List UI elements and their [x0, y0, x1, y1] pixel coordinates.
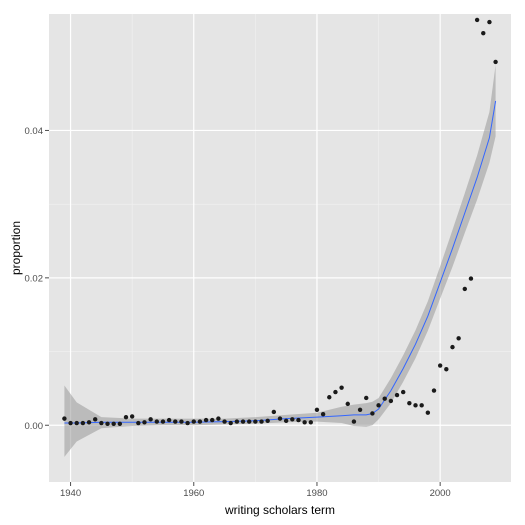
data-point	[191, 419, 196, 424]
data-point	[99, 420, 104, 426]
y-tick-label: 0.00	[25, 421, 44, 432]
data-point	[80, 420, 86, 426]
data-point	[277, 416, 283, 421]
data-point	[314, 407, 320, 412]
data-point	[493, 59, 498, 65]
data-point	[216, 416, 221, 421]
data-point	[179, 419, 184, 424]
data-point	[62, 416, 67, 421]
data-point	[376, 403, 381, 408]
data-point	[425, 410, 431, 415]
data-point	[203, 417, 209, 423]
data-point	[253, 419, 258, 424]
data-point	[160, 419, 166, 424]
data-point	[271, 409, 277, 415]
data-point	[468, 276, 474, 281]
data-point	[210, 417, 215, 423]
data-point	[450, 344, 455, 350]
data-point	[407, 400, 412, 406]
data-point	[382, 396, 387, 401]
data-point	[357, 407, 363, 412]
data-point	[240, 419, 246, 424]
data-point	[487, 19, 492, 25]
plot-panel	[49, 14, 511, 482]
data-points	[62, 17, 498, 426]
data-point	[74, 420, 79, 426]
data-point	[259, 419, 264, 424]
data-point	[68, 420, 73, 426]
data-point	[431, 388, 437, 393]
data-point	[401, 389, 406, 395]
data-point	[86, 420, 92, 425]
data-point	[364, 395, 369, 401]
data-point	[228, 420, 233, 426]
data-point	[105, 421, 110, 426]
data-point	[129, 414, 135, 419]
x-tick-label: 2000	[430, 488, 451, 499]
gridlines	[49, 14, 511, 482]
data-point	[339, 385, 344, 390]
x-tick-label: 1960	[183, 488, 204, 499]
data-point	[247, 419, 252, 424]
data-point	[197, 419, 203, 424]
data-point	[302, 420, 307, 425]
data-point	[142, 420, 147, 425]
data-point	[185, 420, 190, 426]
data-point	[394, 392, 400, 398]
data-point	[351, 419, 357, 424]
confidence-band-layer	[64, 64, 496, 457]
y-tick-label: 0.04	[25, 126, 44, 137]
data-point	[296, 417, 301, 423]
data-point	[283, 418, 289, 424]
data-point	[93, 417, 98, 422]
data-point	[320, 411, 326, 417]
data-point	[148, 417, 153, 422]
y-axis-title: proportion	[9, 221, 23, 275]
data-point	[474, 17, 480, 23]
data-point	[166, 417, 172, 423]
data-point	[333, 389, 338, 395]
confidence-band	[64, 64, 496, 457]
data-point	[123, 414, 129, 420]
x-tick-label: 1980	[306, 488, 327, 499]
data-point	[413, 403, 418, 408]
data-point	[388, 398, 394, 404]
data-point	[308, 420, 313, 425]
data-point	[345, 401, 350, 407]
data-point	[173, 419, 178, 424]
data-point	[265, 418, 270, 424]
data-point	[234, 419, 240, 424]
data-point	[111, 421, 116, 426]
data-point	[456, 336, 461, 341]
x-axis-title: writing scholars term	[224, 503, 335, 517]
y-tick-label: 0.02	[25, 273, 44, 284]
data-point	[290, 417, 295, 422]
y-axis-ticks: 0.00 0.02 0.04	[25, 126, 49, 432]
x-axis-ticks: 1940 1960 1980 2000	[60, 482, 451, 499]
data-point	[437, 363, 443, 368]
data-point	[419, 403, 424, 408]
data-point	[117, 421, 123, 426]
x-tick-label: 1940	[60, 488, 81, 499]
data-point	[327, 395, 332, 400]
data-point	[444, 367, 449, 372]
data-point	[136, 420, 141, 426]
data-point	[222, 419, 227, 424]
data-point	[481, 30, 486, 36]
data-point	[370, 411, 375, 416]
data-point	[154, 419, 159, 424]
data-point	[462, 286, 467, 292]
